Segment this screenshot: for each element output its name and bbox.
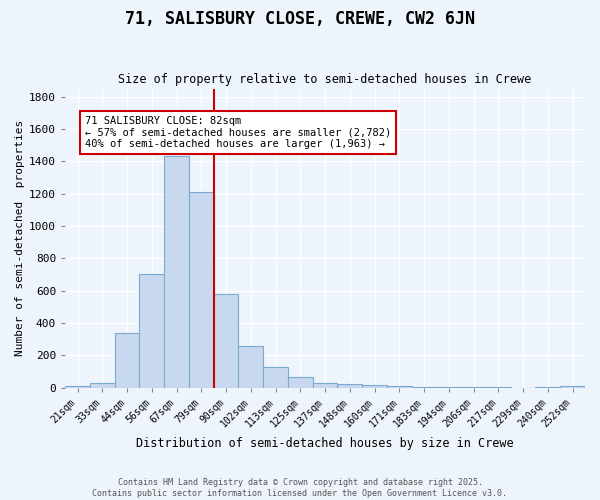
X-axis label: Distribution of semi-detached houses by size in Crewe: Distribution of semi-detached houses by … <box>136 437 514 450</box>
Bar <box>238 346 263 388</box>
Bar <box>164 156 189 388</box>
Title: Size of property relative to semi-detached houses in Crewe: Size of property relative to semi-detach… <box>118 73 532 86</box>
Bar <box>189 192 214 388</box>
Y-axis label: Number of semi-detached  properties: Number of semi-detached properties <box>15 120 25 356</box>
Bar <box>263 368 288 388</box>
Bar <box>313 383 337 388</box>
Bar <box>288 377 313 388</box>
Bar <box>387 386 412 388</box>
Bar <box>337 384 362 388</box>
Bar <box>65 386 90 388</box>
Text: Contains HM Land Registry data © Crown copyright and database right 2025.
Contai: Contains HM Land Registry data © Crown c… <box>92 478 508 498</box>
Bar <box>362 385 387 388</box>
Bar <box>90 383 115 388</box>
Bar <box>139 274 164 388</box>
Bar <box>560 386 585 388</box>
Text: 71 SALISBURY CLOSE: 82sqm
← 57% of semi-detached houses are smaller (2,782)
40% : 71 SALISBURY CLOSE: 82sqm ← 57% of semi-… <box>85 116 391 149</box>
Text: 71, SALISBURY CLOSE, CREWE, CW2 6JN: 71, SALISBURY CLOSE, CREWE, CW2 6JN <box>125 10 475 28</box>
Bar <box>115 332 139 388</box>
Bar <box>214 294 238 388</box>
Bar <box>412 387 436 388</box>
